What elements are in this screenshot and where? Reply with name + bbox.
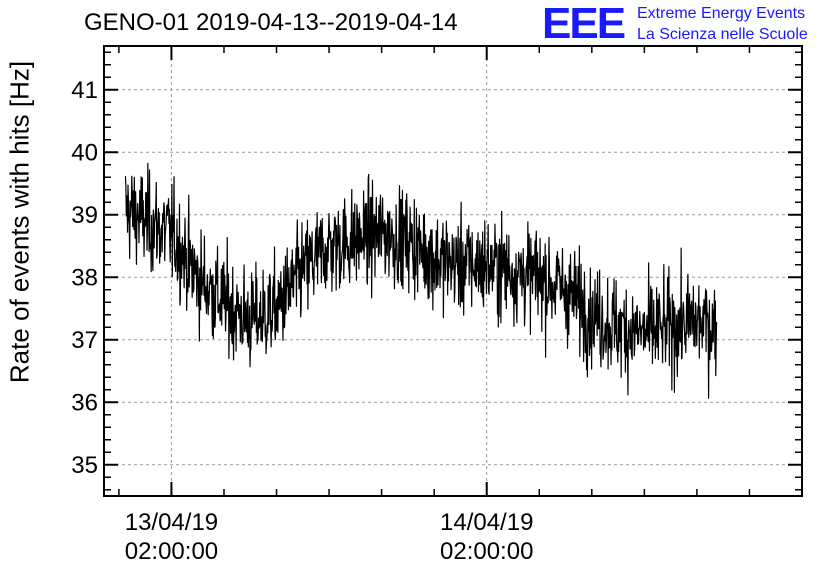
y-tick-label: 41: [71, 77, 98, 104]
x-tick-label-time: 02:00:00: [440, 538, 533, 565]
grid-lines: [104, 46, 802, 496]
y-tick-label: 37: [71, 327, 98, 354]
org-line-1: Extreme Energy Events: [637, 5, 806, 22]
series-layer: [124, 162, 718, 399]
plot-frame: [103, 45, 803, 497]
x-tick-label-date: 13/04/19: [125, 509, 218, 536]
rate-series-line: [124, 162, 718, 399]
x-tick-label-date: 14/04/19: [440, 509, 533, 536]
y-axis-label-text: Rate of events with hits [Hz]: [4, 60, 35, 384]
chart-title: GENO-01 2019-04-13--2019-04-14: [84, 9, 458, 36]
org-line-2: La Scienza nelle Scuole: [637, 26, 808, 43]
organization-name: Extreme Energy Events La Scienza nelle S…: [637, 3, 808, 45]
y-tick-label: 35: [71, 452, 98, 479]
eee-logo: EEE: [542, 0, 626, 48]
x-tick-label-time: 02:00:00: [125, 538, 218, 565]
y-tick-label: 38: [71, 264, 98, 291]
tick-labels: 3536373839404113/04/1902:00:0014/04/1902…: [71, 77, 533, 565]
y-tick-label: 36: [71, 389, 98, 416]
axis-ticks: [104, 46, 802, 496]
y-tick-label: 39: [71, 202, 98, 229]
y-tick-label: 40: [71, 139, 98, 166]
